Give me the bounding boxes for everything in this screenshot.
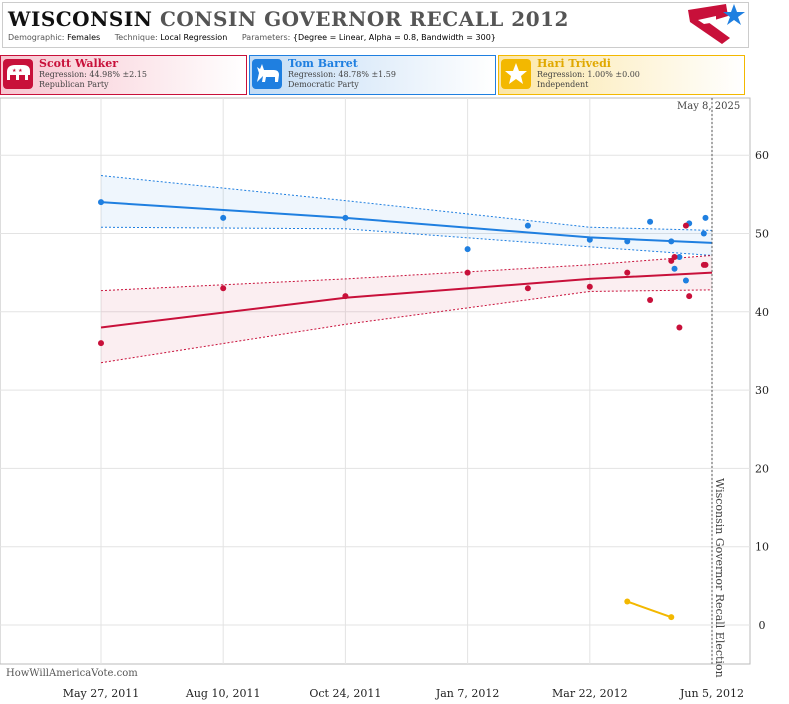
candidate-party: Democratic Party [288,80,359,89]
site-logo-icon [688,4,745,44]
poll-point [624,238,631,245]
poll-point [524,285,531,292]
chart-header: WISCONSIN CONSIN GOVERNOR RECALL 2012 De… [2,2,749,48]
poll-point [647,297,654,304]
y-tick-label: 10 [755,541,769,554]
elephant-icon: ★ ★ [3,59,33,89]
poll-point [700,230,707,237]
star-icon [501,59,531,89]
candidate-card-barret: Tom Barret Regression: 48.78% ±1.59 Demo… [249,55,496,95]
poll-point [464,246,471,253]
election-day-label: Wisconsin Governor Recall Election [713,478,726,678]
candidate-name: Tom Barret [288,57,358,70]
confidence-band [101,175,712,256]
parameters-value: {Degree = Linear, Alpha = 0.8, Bandwidth… [292,33,496,42]
y-tick-label: 0 [759,619,766,632]
title-election: CONSIN GOVERNOR RECALL 2012 [159,7,569,31]
candidate-party: Republican Party [39,80,109,89]
poll-point [342,214,349,221]
x-tick-label: May 27, 2011 [63,687,140,700]
demographic-value: Females [67,33,101,42]
poll-point [682,277,689,284]
regression-line [100,271,713,329]
parameters-label: Parameters: [241,33,291,42]
regression-lines [100,201,713,619]
parameters-line: Demographic: Females Technique: Local Re… [8,33,508,42]
poll-point [524,222,531,229]
poll-point [220,285,227,292]
poll-points [98,199,709,621]
technique-value: Local Regression [160,33,228,42]
poll-point [647,218,654,225]
poll-point [668,614,675,621]
poll-point [586,283,593,290]
technique-label: Technique: [114,33,158,42]
y-tick-label: 60 [755,149,769,162]
poll-point [702,261,709,268]
poll-point [671,253,678,260]
poll-point [686,293,693,300]
poll-point [624,598,631,605]
x-axis-ticks: May 27, 2011 Aug 10, 2011 Oct 24, 2011 Jan … [63,687,744,700]
confidence-bands [100,175,713,364]
x-tick-label: Jan 7, 2012 [435,687,500,700]
poll-point [98,340,104,347]
x-tick-label: Oct 24, 2011 [309,687,381,700]
generated-date: May 8, 2025 [677,101,741,112]
confidence-band [101,255,712,363]
poll-point [671,265,678,272]
poll-point [682,222,689,229]
regression-line [626,600,672,619]
candidate-party: Independent [537,80,589,89]
poll-point [98,199,104,206]
poll-point [342,293,349,300]
y-axis-ticks: 0 10 20 30 40 50 60 [755,149,769,632]
candidate-regression: Regression: 48.78% ±1.59 [288,70,396,79]
band-upper-line [100,175,713,231]
donkey-icon [252,59,282,89]
poll-point [668,238,675,245]
poll-point [702,214,709,221]
y-tick-label: 40 [755,306,769,319]
poll-point [586,236,593,243]
x-tick-label: Aug 10, 2011 [185,687,261,700]
x-tick-label: Jun 5, 2012 [679,687,744,700]
demographic-label: Demographic: [8,33,65,42]
candidate-regression: Regression: 1.00% ±0.00 [537,70,640,79]
candidate-name: Hari Trivedi [537,57,611,70]
svg-text:★ ★: ★ ★ [12,68,23,74]
poll-point [464,269,471,276]
title-state: WISCONSIN [8,7,153,31]
candidate-card-trivedi: Hari Trivedi Regression: 1.00% ±0.00 Ind… [498,55,745,95]
candidate-regression: Regression: 44.98% ±2.15 [39,70,147,79]
site-watermark: HowWillAmericaVote.com [6,668,138,679]
poll-point [624,269,631,276]
candidate-card-walker: ★ ★ Scott Walker Regression: 44.98% ±2.1… [0,55,247,95]
candidate-name: Scott Walker [39,57,119,70]
y-tick-label: 30 [755,384,769,397]
x-tick-label: Mar 22, 2012 [552,687,628,700]
y-tick-label: 50 [755,228,769,241]
poll-point [220,214,227,221]
poll-point [676,324,683,331]
chart-grid [0,98,750,664]
chart-title: WISCONSIN CONSIN GOVERNOR RECALL 2012 [8,7,569,31]
poll-point [676,253,683,260]
regression-line [100,201,713,244]
y-tick-label: 20 [755,462,769,475]
